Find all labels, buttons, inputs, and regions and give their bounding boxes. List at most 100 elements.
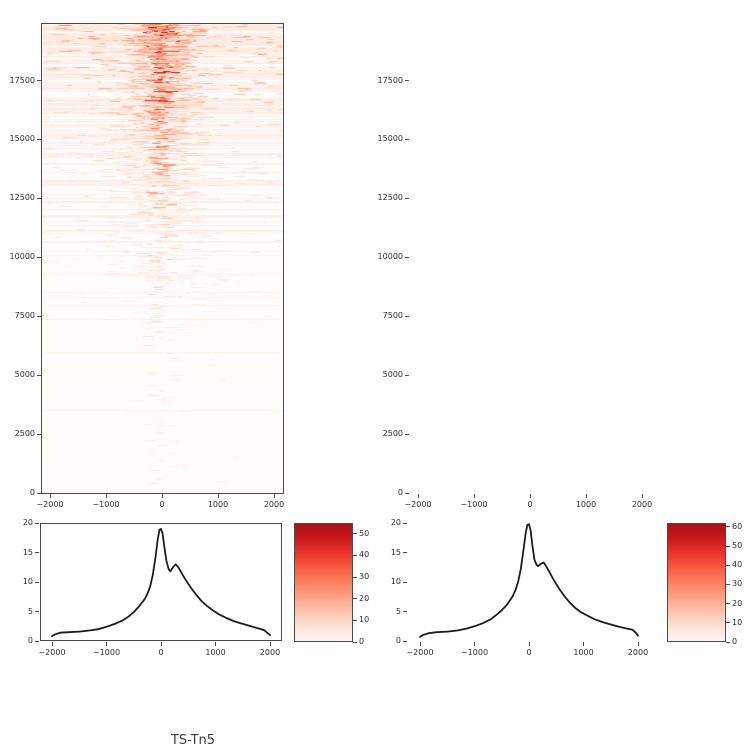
heatmap-x-tick-label: −2000: [36, 500, 64, 509]
profile-y-tick-label: 5: [27, 606, 33, 616]
heatmap-x-tick-label: −1000: [92, 500, 120, 509]
profile-y-tickmark: [35, 611, 39, 612]
colorbar-tick-label: 20: [359, 593, 370, 603]
heatmap-x-tickmark: [105, 494, 107, 498]
heatmap-x-tick-label: −2000: [404, 500, 432, 509]
heatmap-y-tick-label: 7500: [14, 311, 35, 321]
heatmap-x-tickmark: [49, 494, 51, 498]
heatmap-y-tick-label: 5000: [382, 370, 403, 380]
profile-y-tickmark: [35, 581, 39, 583]
heatmap-y-tick-label: 12500: [9, 193, 35, 203]
profile-y-tickmark: [35, 552, 39, 553]
colorbar-tick-label: 10: [732, 617, 743, 627]
heatmap-x-tickmark: [585, 494, 587, 498]
colorbar-tick-label: 30: [732, 579, 743, 589]
heatmap-y-tick-label: 15000: [9, 134, 35, 144]
panel-v-tn5: 17500 15000 12500 10000 7500 5000 2500 0 −2000−…: [375, 0, 750, 750]
heatmap-y-tick-label: 7500: [382, 311, 403, 321]
profile-x-tickmark: [51, 642, 53, 646]
heatmap-y-tick-label: 2500: [382, 429, 403, 439]
profile-x-tickmark: [106, 642, 107, 646]
colorbar: [667, 523, 726, 642]
colorbar-tickmark: [353, 619, 357, 621]
colorbar-tickmark: [353, 533, 357, 535]
colorbar-gradient: [295, 524, 352, 641]
heatmap-y-tickmark: [405, 433, 409, 435]
colorbar-tick-label: 40: [359, 550, 370, 560]
colorbar-tickmark: [353, 598, 357, 600]
heatmap-y-tickmark: [405, 138, 409, 140]
profile-y-tickmark: [35, 640, 39, 642]
colorbar-tickmark: [353, 554, 357, 556]
profile-y-tickmark: [403, 611, 407, 612]
heatmap-x-tick-label: 1000: [207, 500, 229, 509]
heatmap-y-tickmark: [405, 80, 409, 82]
profile-x-tick-label: 2000: [259, 648, 281, 657]
heatmap-x-tickmark: [641, 494, 643, 498]
colorbar-tick-label: 0: [359, 637, 365, 646]
profile-x-tickmark: [583, 642, 584, 646]
profile-y-tick-label: 0: [395, 636, 401, 645]
profile-x-tick-label: −1000: [92, 648, 121, 657]
profile-x-tick-label: 1000: [573, 648, 594, 657]
heatmap-canvas: [42, 24, 283, 493]
profile-y-tickmark: [403, 522, 407, 524]
colorbar-tick-label: 20: [732, 598, 743, 608]
colorbar: [294, 523, 353, 642]
heatmap-y-tickmark: [405, 256, 409, 258]
profile-y-tick-label: 20: [22, 518, 33, 527]
heatmap-y-tick-label: 2500: [14, 429, 35, 439]
colorbar-tick-label: 0: [732, 637, 738, 646]
heatmap-x-tickmark: [473, 494, 475, 498]
heatmap-x-tickmark: [417, 494, 419, 498]
colorbar-tickmark: [726, 545, 730, 547]
colorbar-tickmark: [726, 603, 730, 605]
heatmap-y-tick-label: 10000: [377, 252, 403, 262]
colorbar-gradient: [668, 524, 725, 641]
profile-x-tick-label: −2000: [38, 648, 66, 657]
heatmap-y-tickmark: [37, 138, 41, 140]
heatmap-y-tick-label: 15000: [377, 134, 403, 144]
heatmap-y-tickmark: [405, 197, 409, 199]
heatmap-y-tick-label: 17500: [9, 75, 35, 85]
profile-frame: [40, 523, 282, 641]
profile-y-tickmark: [403, 552, 407, 553]
profile-x-tickmark: [215, 642, 216, 646]
heatmap-y-tickmark: [37, 374, 41, 376]
heatmap-x-tickmark: [161, 494, 163, 498]
heatmap-y-tickmark: [405, 315, 409, 317]
colorbar-tickmark: [353, 576, 357, 578]
heatmap-x-tick-label: 0: [527, 500, 533, 509]
profile-x-tick-label: 0: [526, 648, 532, 657]
heatmap-y-tickmark: [405, 374, 409, 376]
profile-line: [419, 523, 639, 638]
profile-x-tick-label: −2000: [406, 648, 434, 657]
heatmap-y-tick-label: 17500: [377, 75, 403, 85]
profile-x-tick-label: 1000: [205, 648, 226, 657]
profile-y-tick-label: 0: [27, 636, 33, 645]
profile-y-tick-label: 15: [390, 547, 401, 557]
heatmap-y-tickmark: [37, 433, 41, 435]
colorbar-tick-label: 50: [359, 528, 370, 538]
heatmap-y-tick-label: 0: [397, 488, 403, 497]
profile-line: [51, 528, 271, 638]
profile-x-tickmark: [528, 642, 530, 646]
heatmap-y-tick-label: 5000: [14, 370, 35, 380]
profile-y-tick-label: 15: [22, 547, 33, 557]
heatmap-y-tickmark: [37, 492, 41, 494]
heatmap-x-tickmark: [529, 494, 531, 498]
profile-y-tickmark: [35, 522, 39, 524]
panel-ts-tn5: 17500 15000 12500 10000 7500 5000 2500 0 −2000−…: [9, 23, 370, 748]
colorbar-tickmark: [353, 641, 357, 643]
colorbar-tick-label: 10: [359, 615, 370, 625]
heatmap-y-tickmark: [405, 492, 409, 494]
heatmap-x-tick-label: 1000: [575, 500, 597, 509]
profile-y-tickmark: [403, 581, 407, 583]
colorbar-tickmark: [726, 641, 730, 643]
profile-y-tick-label: 10: [22, 577, 33, 586]
profile-x-tick-label: 0: [158, 648, 164, 657]
profile-y-tick-label: 10: [390, 577, 401, 586]
colorbar-tickmark: [726, 622, 730, 624]
profile-y-tick-label: 5: [395, 606, 401, 616]
